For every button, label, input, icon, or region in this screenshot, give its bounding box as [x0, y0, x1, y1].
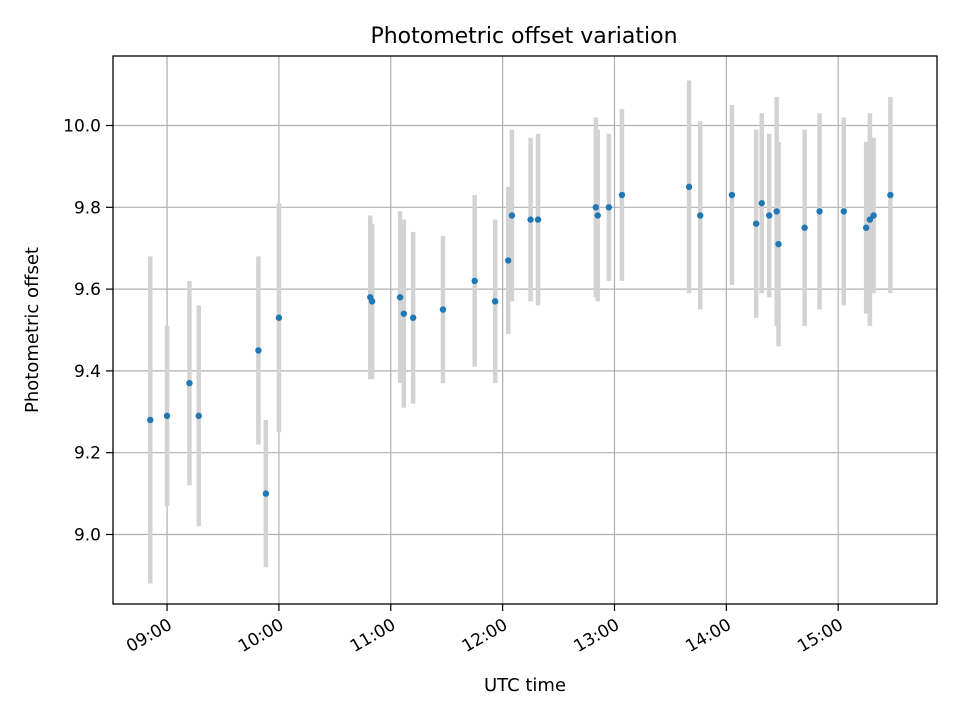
- data-point: [505, 257, 512, 264]
- data-point: [870, 212, 877, 219]
- plot-frame: [112, 55, 938, 605]
- data-point: [471, 277, 478, 285]
- data-point: [594, 212, 601, 219]
- data-point: [801, 224, 808, 231]
- data-point: [775, 240, 782, 248]
- data-point: [255, 347, 262, 354]
- y-axis: 9.0 9.2 9.4 9.6 9.8 10.0: [63, 117, 113, 545]
- data-point: [186, 379, 193, 387]
- x-tick-label: 15:00: [794, 615, 846, 657]
- data-point: [491, 298, 499, 305]
- x-tick-label: 11:00: [347, 615, 399, 657]
- x-axis: 09:00 10:00 11:00 12:00 13:00 14:00 15:00: [123, 604, 847, 657]
- y-tick-label: 9.4: [74, 362, 101, 382]
- data-point: [685, 183, 693, 191]
- data-point: [758, 200, 765, 207]
- data-point: [262, 490, 270, 497]
- data-point: [195, 412, 202, 420]
- y-axis-label: Photometric offset: [22, 247, 43, 413]
- y-tick-label: 9.0: [74, 525, 101, 545]
- grid: [113, 56, 937, 604]
- data-point: [752, 220, 760, 227]
- data-point: [508, 212, 516, 219]
- data-point: [816, 208, 823, 215]
- y-tick-label: 9.2: [74, 444, 101, 464]
- y-tick-label: 10.0: [63, 117, 101, 137]
- x-tick-label: 14:00: [682, 615, 734, 657]
- data-point: [527, 216, 534, 223]
- data-point: [866, 216, 874, 223]
- x-tick-label: 13:00: [571, 615, 623, 657]
- data-point: [396, 294, 404, 301]
- data-point: [728, 191, 736, 199]
- data-point: [840, 208, 847, 215]
- x-axis-label: UTC time: [484, 675, 566, 696]
- data-point: [409, 314, 417, 321]
- data-points: [147, 183, 894, 497]
- data-point: [592, 204, 600, 211]
- data-point: [275, 314, 283, 321]
- data-point: [887, 191, 894, 199]
- chart-title: Photometric offset variation: [370, 24, 677, 49]
- error-bars: [148, 80, 893, 584]
- x-tick-label: 10:00: [235, 615, 287, 657]
- x-tick-label: 12:00: [459, 615, 511, 657]
- data-point: [766, 212, 773, 219]
- data-point: [534, 216, 542, 223]
- data-point: [773, 208, 780, 215]
- data-point: [368, 298, 376, 305]
- data-point: [618, 191, 626, 199]
- data-point: [605, 204, 613, 211]
- data-point: [697, 212, 704, 219]
- data-point: [147, 416, 154, 424]
- y-tick-label: 9.6: [74, 280, 101, 300]
- y-tick-label: 9.8: [74, 198, 101, 218]
- x-tick-label: 09:00: [123, 615, 175, 657]
- data-point: [163, 412, 171, 420]
- data-point: [862, 224, 870, 231]
- data-point: [400, 310, 408, 317]
- data-point: [439, 306, 447, 313]
